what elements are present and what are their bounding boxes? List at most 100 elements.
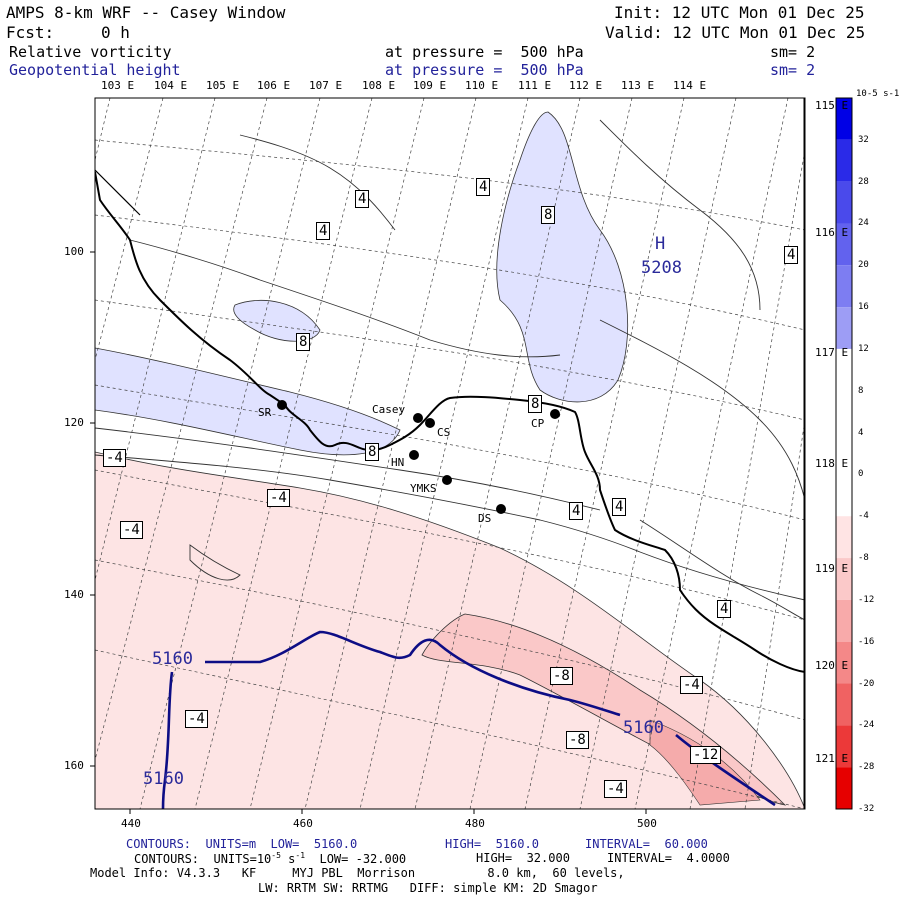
vort-label: -4: [185, 710, 208, 728]
vort-label: 4: [717, 600, 732, 618]
lon-label-right: 115 E: [815, 99, 849, 112]
colorbar-border: [835, 97, 853, 810]
lon-label-right: 119 E: [815, 562, 849, 575]
y-tick-label: 120: [64, 416, 84, 429]
vort-label: -4: [680, 676, 703, 694]
forecast-label: Fcst:: [6, 23, 55, 42]
field2-sm: sm= 2: [770, 61, 816, 79]
footer-vort-high: HIGH= 32.000: [476, 851, 570, 865]
vort-label: 4: [784, 246, 799, 264]
vort-label: -8: [566, 731, 589, 749]
footer-vort-interval: INTERVAL= 4.0000: [607, 851, 730, 865]
colorbar-tick-label: -16: [858, 636, 875, 647]
valid-time: Valid: 12 UTC Mon 01 Dec 25: [605, 23, 866, 42]
x-tick-label: 460: [293, 817, 313, 830]
vort-label: 8: [365, 443, 380, 461]
station-markers: [277, 400, 560, 514]
colorbar-swatch: [836, 348, 852, 391]
field2-level: at pressure = 500 hPa: [385, 61, 584, 79]
station-dot-cs: [425, 418, 435, 428]
footer-physics: LW: RRTM SW: RRTMG DIFF: simple KM: 2D S…: [258, 881, 598, 895]
vort-label: -12: [690, 746, 722, 764]
colorbar-swatch: [836, 432, 852, 475]
station-dot-hn: [409, 450, 419, 460]
footer-model-info: Model Info: V4.3.3 KF MYJ PBL Morrison 8…: [90, 866, 625, 880]
vort-label: -4: [604, 780, 627, 798]
station-label-sr: SR: [258, 406, 272, 419]
station-dot-cp: [550, 409, 560, 419]
station-label-hn: HN: [391, 456, 405, 469]
colorbar-tick-label: -20: [858, 678, 875, 689]
station-dot-casey: [413, 413, 423, 423]
station-dot-sr: [277, 400, 287, 410]
lon-label-top: 108 E: [362, 79, 396, 92]
colorbar-tick-label: 0: [858, 469, 864, 480]
colorbar-swatch: [836, 265, 852, 308]
colorbar-tick-label: 24: [858, 218, 869, 229]
colorbar-swatch: [836, 307, 852, 349]
colorbar-swatch: [836, 725, 852, 768]
station-dot-ymks: [442, 475, 452, 485]
y-tick-label: 100: [64, 245, 84, 258]
ice-edge: [95, 169, 141, 216]
colorbar-swatch: [836, 641, 852, 684]
height-label: 5160: [152, 649, 193, 669]
init-time: Init: 12 UTC Mon 01 Dec 25: [614, 3, 865, 22]
height-label: 5160: [623, 718, 664, 738]
field1-level: at pressure = 500 hPa: [385, 43, 584, 61]
footer-height-interval: INTERVAL= 60.000: [585, 837, 708, 851]
colorbar-tick-label: -8: [858, 553, 869, 564]
colorbar-tick-label: 16: [858, 302, 869, 313]
y-tick-label: 160: [64, 759, 84, 772]
footer-vort-low: LOW= -32.000: [305, 852, 407, 866]
coastline: [95, 171, 805, 673]
lon-label-right: 118 E: [815, 457, 849, 470]
vort-label: -8: [550, 667, 573, 685]
station-label-cs: CS: [437, 426, 451, 439]
vort-label: -4: [103, 449, 126, 467]
station-label-ds: DS: [478, 512, 492, 525]
lon-label-top: 112 E: [569, 79, 603, 92]
pos-vort-region-1: [496, 111, 629, 403]
footer-vort-exp2: -1: [295, 851, 306, 860]
forecast-value: 0 h: [101, 23, 130, 42]
pos-vort-region-3: [95, 347, 401, 456]
colorbar-swatch: [836, 139, 852, 182]
lat-lon-grid: [95, 98, 805, 809]
vort-label: 4: [612, 498, 627, 516]
y-tick-label: 140: [64, 588, 84, 601]
high-marker: H: [655, 234, 666, 254]
footer-vort-contours: CONTOURS: UNITS=10-5 s-1 LOW= -32.000: [134, 851, 407, 866]
vort-label: -4: [267, 489, 290, 507]
colorbar-swatch: [836, 516, 852, 559]
vort-label: -4: [120, 521, 143, 539]
lon-label-top: 109 E: [413, 79, 447, 92]
colorbar-swatch: [836, 558, 852, 600]
footer-vort-units: CONTOURS: UNITS=10: [134, 852, 272, 866]
footer-vort-units2: s: [280, 852, 296, 866]
lon-label-top: 113 E: [621, 79, 655, 92]
footer-height-contours: CONTOURS: UNITS=m LOW= 5160.0: [126, 837, 358, 851]
colorbar-units: 10-5 s-1: [856, 89, 900, 99]
lon-label-right: 120 E: [815, 659, 849, 672]
station-label-ymks: YMKS: [410, 482, 437, 495]
lon-label-top: 103 E: [101, 79, 135, 92]
vorticity-contours: [95, 119, 805, 621]
colorbar-tick-label: -32: [858, 804, 875, 814]
station-label-casey: Casey: [372, 403, 406, 416]
height-contours: [161, 630, 776, 809]
lon-label-top: 110 E: [465, 79, 499, 92]
vort-label: 4: [476, 178, 491, 196]
colorbar-swatch: [836, 223, 852, 266]
footer-height-high: HIGH= 5160.0: [445, 837, 539, 851]
field1-sm: sm= 2: [770, 43, 816, 61]
vort-label: 4: [569, 502, 584, 520]
colorbar: [835, 97, 853, 810]
lon-label-right: 117 E: [815, 346, 849, 359]
x-tick-label: 500: [637, 817, 657, 830]
colorbar-tick-label: 32: [858, 134, 869, 145]
colorbar-tick-label: -24: [858, 720, 875, 731]
lon-label-top: 111 E: [518, 79, 552, 92]
vort-label: 8: [296, 333, 311, 351]
